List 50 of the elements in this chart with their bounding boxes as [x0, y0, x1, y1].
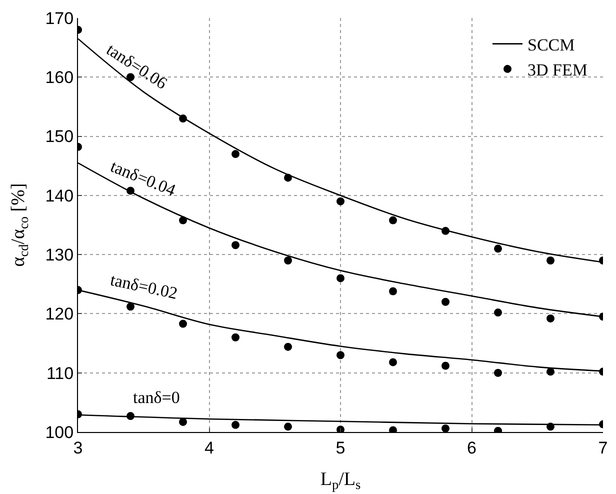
point [232, 241, 240, 250]
point [442, 424, 450, 432]
point [546, 368, 554, 376]
legend-label: SCCM [528, 35, 575, 54]
annotation: tanδ=0.02 [108, 270, 180, 303]
point [442, 362, 450, 370]
point [494, 368, 502, 377]
point [284, 174, 292, 182]
point [494, 244, 502, 253]
point [442, 298, 450, 306]
point [284, 342, 292, 351]
point [442, 226, 450, 235]
point [336, 351, 344, 360]
y-tick-label: 140 [45, 186, 74, 206]
point [179, 418, 187, 426]
point [336, 426, 344, 432]
point [179, 114, 187, 123]
point [126, 302, 134, 311]
point [232, 420, 240, 429]
point [389, 287, 397, 296]
point [179, 216, 187, 224]
y-tick-label: 130 [45, 246, 74, 265]
point [389, 216, 397, 224]
point [126, 412, 134, 420]
x-axis-title: L$_{p}$/L$_{s}$ [320, 469, 361, 492]
x-tick-label: 5 [336, 438, 346, 458]
annotation: tanδ=0 [133, 388, 180, 407]
y-tick-label: 150 [45, 127, 74, 146]
point [546, 256, 554, 264]
point [546, 314, 554, 322]
point [284, 256, 292, 264]
y-tick-label: 120 [45, 304, 74, 324]
point [336, 274, 344, 282]
y-tick-label: 100 [45, 422, 74, 442]
point [494, 308, 502, 317]
y-tick-label: 160 [45, 68, 74, 88]
point [336, 197, 344, 206]
x-tick-label: 7 [598, 438, 608, 458]
y-tick-label: 170 [45, 8, 74, 28]
point [179, 320, 187, 328]
point [232, 333, 240, 342]
x-tick-label: 3 [73, 438, 83, 458]
x-tick-label: 4 [204, 438, 214, 458]
point [546, 422, 554, 431]
point [389, 358, 397, 366]
y-tick-label: 110 [46, 364, 74, 383]
legend-label: 3D FEM [528, 60, 588, 80]
x-tick-label: 6 [467, 438, 476, 458]
point [232, 150, 240, 158]
point [284, 422, 292, 431]
